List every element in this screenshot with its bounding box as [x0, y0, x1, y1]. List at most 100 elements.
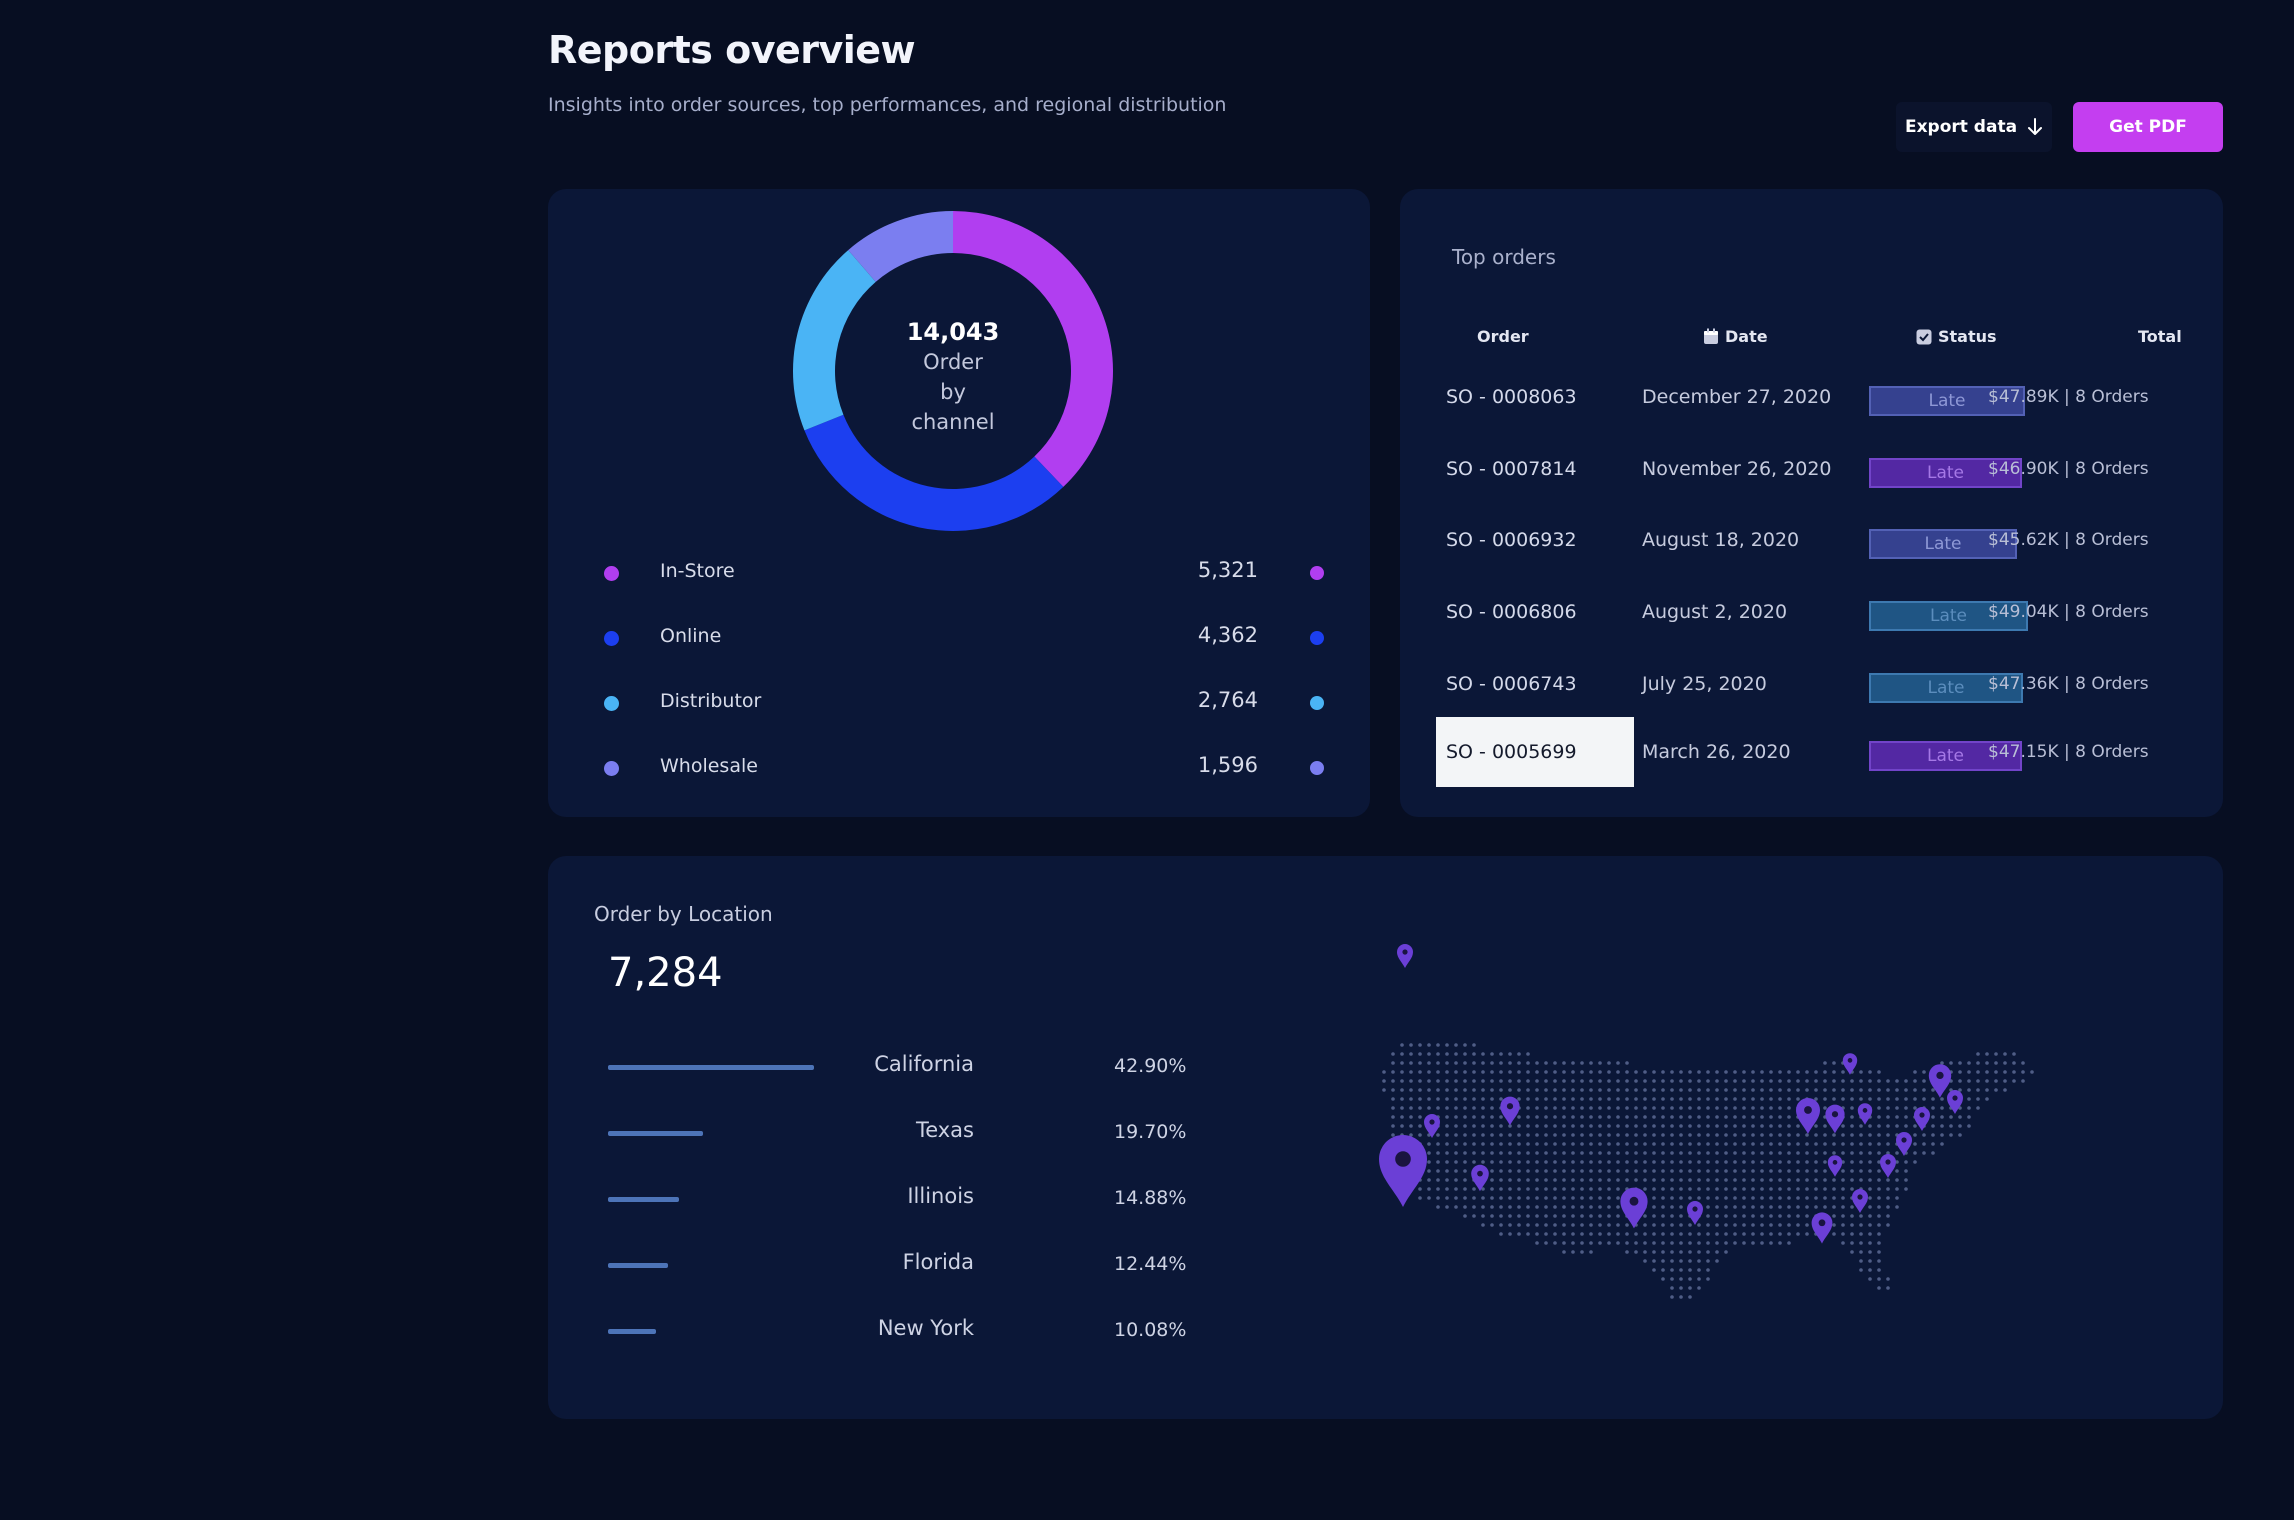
donut-label-line: Order	[923, 350, 983, 374]
checkbox-icon	[1916, 329, 1932, 344]
legend-label: Online	[660, 625, 722, 647]
table-row[interactable]: SO - 0008063 December 27, 2020 Late $47.…	[1436, 362, 2206, 432]
order-date-cell: August 2, 2020	[1642, 601, 1788, 623]
order-id-cell[interactable]: SO - 0007814	[1446, 458, 1577, 480]
legend-value: 5,321	[1197, 558, 1258, 582]
location-row-illinois: Illinois 14.88%	[608, 1179, 1248, 1219]
map-pin-icon[interactable]	[1857, 1103, 1873, 1125]
map-dots	[1382, 1043, 2034, 1299]
order-id-cell[interactable]: SO - 0006932	[1446, 529, 1577, 551]
location-percent: 12.44%	[1114, 1253, 1187, 1275]
order-total-cell: $47.89K | 8 Orders	[1988, 387, 2149, 407]
map-pin-icon[interactable]	[1471, 1164, 1489, 1192]
map-pin-icon[interactable]	[1827, 1155, 1843, 1177]
location-row-new-york: New York 10.08%	[608, 1311, 1248, 1351]
map-pin-icon[interactable]	[1620, 1187, 1648, 1229]
donut-total: 14,043	[906, 318, 1000, 346]
map-pin-icon[interactable]	[1424, 1114, 1440, 1138]
map-pin-icon[interactable]	[1896, 1132, 1912, 1156]
map-pin-icon[interactable]	[1928, 1064, 1952, 1098]
column-header-date[interactable]: Date	[1703, 327, 1768, 346]
donut-chart	[793, 211, 1113, 531]
donut-slice-in-store[interactable]	[953, 211, 1113, 487]
location-percent: 19.70%	[1114, 1121, 1187, 1143]
map-pin-icon[interactable]	[1796, 1098, 1820, 1134]
us-map-icon	[1379, 944, 2034, 1299]
order-id-cell[interactable]: SO - 0005699	[1436, 717, 1634, 787]
export-data-button[interactable]: Export data	[1896, 102, 2052, 152]
table-row[interactable]: SO - 0006932 August 18, 2020 Late $45.62…	[1436, 505, 2206, 575]
legend-item-online: Online 4,362	[604, 621, 1324, 655]
location-name: Florida	[902, 1250, 974, 1274]
map-pin-icon[interactable]	[1914, 1107, 1930, 1131]
column-header-label: Date	[1725, 327, 1768, 346]
status-badge: Late	[1869, 601, 2028, 631]
location-total: 7,284	[608, 950, 723, 996]
location-percent: 14.88%	[1114, 1187, 1187, 1209]
order-date-cell: July 25, 2020	[1642, 673, 1767, 695]
order-total-cell: $49.04K | 8 Orders	[1988, 602, 2149, 622]
legend-dot	[604, 696, 619, 711]
location-bar	[608, 1065, 814, 1070]
page-title: Reports overview	[548, 28, 916, 72]
order-date-cell: August 18, 2020	[1642, 529, 1800, 551]
status-badge: Late	[1869, 529, 2017, 559]
location-percent: 42.90%	[1114, 1055, 1187, 1077]
legend-label: In-Store	[660, 560, 735, 582]
table-row[interactable]: SO - 0006806 August 2, 2020 Late $49.04K…	[1436, 577, 2206, 647]
location-row-texas: Texas 19.70%	[608, 1113, 1248, 1153]
status-badge: Late	[1869, 741, 2022, 771]
donut-slice-distributor[interactable]	[793, 250, 876, 431]
location-name: Texas	[915, 1118, 974, 1142]
map-pin-icon[interactable]	[1500, 1096, 1520, 1126]
legend-value: 4,362	[1197, 623, 1258, 647]
legend-value: 1,596	[1197, 753, 1258, 777]
map-pin-icon[interactable]	[1852, 1189, 1868, 1213]
order-by-location-card: Order by Location 7,284 California 42.90…	[548, 856, 2223, 1419]
map-pin-icon[interactable]	[1397, 944, 1413, 968]
table-row[interactable]: SO - 0007814 November 26, 2020 Late $46.…	[1436, 434, 2206, 504]
order-id-cell[interactable]: SO - 0006806	[1446, 601, 1577, 623]
order-date-cell: March 26, 2020	[1642, 741, 1791, 763]
legend-dot	[604, 566, 619, 581]
map-pin-icon[interactable]	[1379, 1135, 1427, 1207]
column-header-label: Status	[1938, 327, 1997, 346]
order-date-cell: November 26, 2020	[1642, 458, 1832, 480]
column-header-label: Total	[2138, 327, 2182, 346]
location-bar	[608, 1263, 668, 1268]
map-pin-icon[interactable]	[1880, 1154, 1896, 1178]
legend-item-wholesale: Wholesale 1,596	[604, 751, 1324, 785]
location-bar	[608, 1197, 679, 1202]
donut-label-line: channel	[911, 410, 995, 434]
map-pin-icon[interactable]	[1811, 1212, 1833, 1244]
table-row[interactable]: SO - 0006743 July 25, 2020 Late $47.36K …	[1436, 649, 2206, 719]
legend-dot	[604, 761, 619, 776]
status-badge: Late	[1869, 673, 2023, 703]
column-header-order[interactable]: Order	[1477, 327, 1529, 346]
map-pin-icon[interactable]	[1687, 1201, 1703, 1225]
map-pin-icon[interactable]	[1947, 1090, 1963, 1114]
order-by-channel-card: 14,043 Order by channel In-Store 5,321 O…	[548, 189, 1370, 817]
donut-label-line: by	[940, 380, 966, 404]
order-id-cell[interactable]: SO - 0006743	[1446, 673, 1577, 695]
donut-center: 14,043 Order by channel	[873, 317, 1033, 437]
donut-slice-wholesale[interactable]	[848, 211, 953, 282]
legend-dot	[1310, 696, 1324, 710]
location-title: Order by Location	[594, 902, 773, 926]
column-header-status[interactable]: Status	[1916, 327, 1997, 346]
column-header-total[interactable]: Total	[2138, 327, 2182, 346]
top-orders-title: Top orders	[1452, 245, 1556, 269]
map-pin-icon[interactable]	[1825, 1104, 1845, 1134]
location-name: Illinois	[907, 1184, 974, 1208]
location-percent: 10.08%	[1114, 1319, 1187, 1341]
map-pin-icon[interactable]	[1842, 1053, 1858, 1075]
location-bar	[608, 1329, 656, 1334]
order-total-cell: $47.36K | 8 Orders	[1988, 674, 2149, 694]
legend-dot	[1310, 631, 1324, 645]
order-id-cell[interactable]: SO - 0008063	[1446, 386, 1577, 408]
donut-slice-online[interactable]	[804, 414, 1064, 531]
legend-dot	[1310, 566, 1324, 580]
order-total-cell: $47.15K | 8 Orders	[1988, 742, 2149, 762]
get-pdf-button[interactable]: Get PDF	[2073, 102, 2223, 152]
table-row[interactable]: SO - 0005699 March 26, 2020 Late $47.15K…	[1436, 717, 2206, 787]
